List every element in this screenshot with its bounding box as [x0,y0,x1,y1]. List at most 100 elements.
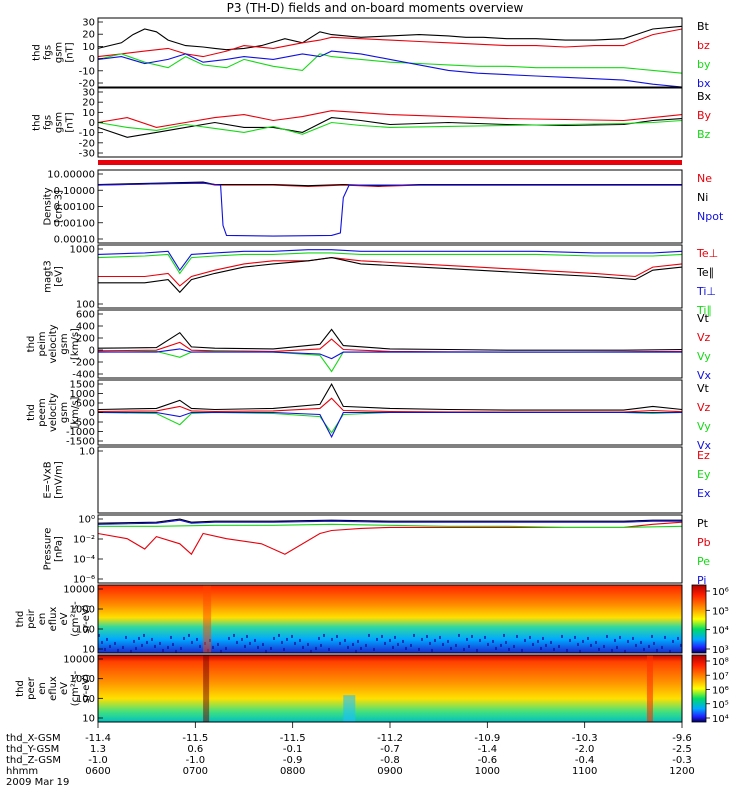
heatmap-speckle [418,647,420,651]
ylabel-line: gsm [59,402,70,423]
heatmap-speckle [109,644,111,648]
ytick-label: 0.00010 [54,235,95,246]
series-Te∥ [98,257,683,294]
panel-peer: 10⁸ 10⁷ 10⁶ 10⁵ 10⁴ 10000 1000 100 10 thdpeerenef… [15,654,729,725]
ylabel-line: velocity [48,393,59,432]
ylabel-line: [cm-3] [54,190,65,223]
heatmap-speckle [180,646,182,650]
ylabel-line: thd [15,680,26,697]
legend-entry: Npot [697,210,724,223]
colorbar-tick-label: 10⁶ [712,686,729,697]
heatmap-speckle [413,633,415,637]
heatmap-speckle [283,647,285,651]
heatmap-speckle [151,637,153,641]
heatmap-speckle [318,636,320,640]
xaxis-value: -9.6 [672,733,692,744]
heatmap-speckle [320,643,322,647]
ytick-label: 0.00100 [54,218,95,229]
ylabel-line: fgs [43,45,54,60]
legend-entry: Pb [697,536,711,549]
ylabel-temperature: magt3[eV] [43,260,65,293]
heatmap-peir [98,585,682,653]
heatmap-speckle [159,641,161,645]
ylabel-line: en [37,682,48,695]
heatmap-speckle [257,645,259,649]
heatmap-speckle [656,648,658,652]
xaxis-value: 0600 [85,766,110,777]
series-bz [97,28,683,58]
ytick-label: -30 [79,149,95,160]
heatmap-speckle [347,645,349,649]
ylabel-line: eV [59,682,70,695]
ylabel-efield: E=-VxB[mV/m] [43,461,65,499]
xaxis-value: -11.4 [85,733,111,744]
ytick-label: 10 [82,645,95,656]
ylabel-line: fgs [43,115,54,130]
series-Npot [97,182,682,237]
ylabel-line: thd [15,611,26,628]
heatmap-speckle [458,633,460,637]
ylabel-peer: thdpeerenefluxeV(cm²-s-sr-eV) [15,670,92,706]
ylabel-peim-velocity: thdpeimvelocitygsm[km/s] [26,324,81,363]
heatmap-speckle [143,633,145,637]
xaxis-value: -2.5 [672,744,692,755]
ytick-label: -1000 [66,427,95,438]
ytick-label: 1500 [70,380,95,391]
heatmap-feature [646,655,653,722]
heatmap-speckle [513,644,515,648]
xaxis-value: -0.9 [283,755,303,766]
heatmap-speckle [648,644,650,648]
heatmap-speckle [476,648,478,652]
ylabel-fgs: thdfgsgsm[nT] [32,42,76,63]
legend-entry: Bz [697,128,711,141]
ytick-label: 10.00000 [47,170,95,181]
xaxis-value: 1100 [572,766,597,777]
heatmap-speckle [286,637,288,641]
ytick-label: 10000 [63,655,95,666]
legend-entry: Bt [697,20,710,33]
xaxis-value: -11.5 [182,733,208,744]
ylabel-line: thd [26,336,37,353]
panel-frame [97,584,683,654]
heatmap-speckle [220,649,222,653]
heatmap-speckle [392,645,394,649]
ylabel-line: peir [26,608,37,628]
heatmap-speckle [394,635,396,639]
heatmap-speckle [450,646,452,650]
heatmap-speckle [212,645,214,649]
heatmap-feature [343,695,356,722]
ytick-label: -10 [79,66,95,77]
heatmap-speckle [582,639,584,643]
panel-frame [97,169,683,244]
heatmap-speckle [577,642,579,646]
heatmap-speckle [381,634,383,638]
heatmap-speckle [175,649,177,653]
xaxis-value: -0.7 [380,744,400,755]
heatmap-speckle [294,641,296,645]
xaxis-value: -10.3 [572,733,598,744]
heatmap-speckle [376,637,378,641]
heatmap-speckle [643,647,645,651]
heatmap-speckle [653,641,655,645]
xaxis-value: -1.4 [478,744,498,755]
panel-temperature: Te⊥ Te∥ Ti⊥ Ti∥ 1000 100 magt3[eV] [43,244,718,317]
ylabel-line: gsm [59,333,70,354]
heatmap-speckle [249,641,251,645]
heatmap-speckle [566,648,568,652]
heatmap-speckle [273,636,275,640]
ytick-label: 10 [82,108,95,119]
series-Vx [98,348,682,360]
heatmap-speckle [397,642,399,646]
heatmap-speckle [540,646,542,650]
heatmap-speckle [669,649,671,653]
colorbar-tick-label: 10⁶ [712,587,729,598]
heatmap-speckle [125,635,127,639]
ylabel-line: E=-VxB [43,461,54,498]
ylabel-line: [nT] [65,112,76,132]
legend-entry: Bx [697,90,712,103]
ytick-label: 100 [76,625,95,636]
ytick-label: 400 [76,322,95,333]
heatmap-speckle [389,638,391,642]
heatmap-speckle [135,646,137,650]
ytick-label: 0.00100 [54,202,95,213]
